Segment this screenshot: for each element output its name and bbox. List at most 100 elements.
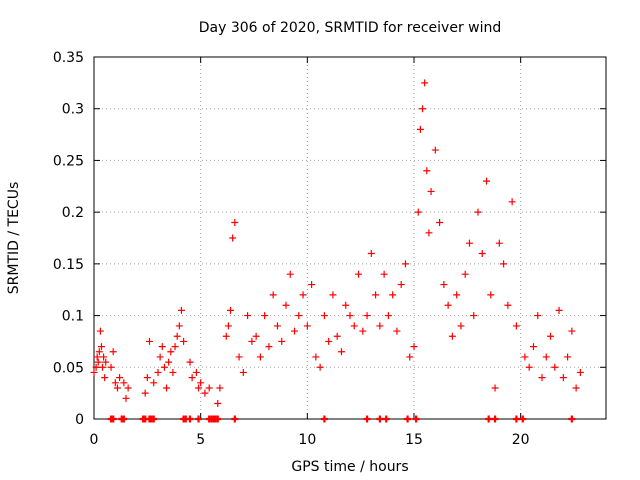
data-point <box>192 368 200 376</box>
data-point <box>320 312 328 320</box>
zero-level-point <box>363 415 371 423</box>
data-point <box>504 301 512 309</box>
data-point <box>559 374 567 382</box>
data-point <box>329 291 337 299</box>
data-point <box>333 332 341 340</box>
data-point <box>214 399 222 407</box>
data-point <box>346 312 354 320</box>
data-point <box>500 260 508 268</box>
zero-level-point <box>120 415 128 423</box>
data-point <box>384 312 392 320</box>
points-layer <box>90 79 584 423</box>
data-point <box>224 322 232 330</box>
data-point <box>491 384 499 392</box>
data-point <box>195 384 203 392</box>
data-point <box>568 327 576 335</box>
data-point <box>273 322 281 330</box>
data-point <box>101 374 109 382</box>
zero-level-point <box>485 415 493 423</box>
data-point <box>171 343 179 351</box>
zero-level-point <box>186 415 194 423</box>
data-point <box>235 353 243 361</box>
data-point <box>94 358 102 366</box>
data-point <box>478 250 486 258</box>
data-point <box>102 358 110 366</box>
data-point <box>111 379 119 387</box>
data-point <box>186 358 194 366</box>
data-point <box>423 167 431 175</box>
zero-level-point <box>382 415 390 423</box>
zero-level-point <box>412 415 420 423</box>
data-point <box>308 281 316 289</box>
data-point <box>244 312 252 320</box>
data-point <box>572 384 580 392</box>
zero-level-point <box>568 415 576 423</box>
data-point <box>538 374 546 382</box>
plot-frame <box>93 56 607 420</box>
data-point <box>188 374 196 382</box>
data-point <box>252 332 260 340</box>
data-point <box>120 379 128 387</box>
y-tick-label: 0 <box>75 412 84 428</box>
y-tick-label: 0.05 <box>53 360 84 376</box>
x-tick-label: 5 <box>196 432 205 448</box>
data-point <box>342 301 350 309</box>
data-point <box>555 306 563 314</box>
zero-level-point <box>376 415 384 423</box>
data-point <box>97 343 105 351</box>
data-point <box>93 353 101 361</box>
data-point <box>165 358 173 366</box>
data-point <box>453 291 461 299</box>
y-tick-label: 0.15 <box>53 257 84 273</box>
data-point <box>337 348 345 356</box>
y-tick-label: 0.1 <box>62 309 84 325</box>
data-point <box>197 379 205 387</box>
data-point <box>205 384 213 392</box>
zero-level-point <box>404 415 412 423</box>
data-point <box>295 312 303 320</box>
data-point <box>180 337 188 345</box>
data-point <box>291 327 299 335</box>
data-point <box>419 105 427 113</box>
zero-level-point <box>512 415 520 423</box>
data-point <box>96 327 104 335</box>
data-point <box>239 368 247 376</box>
y-tick-label: 0.35 <box>53 50 84 66</box>
data-point <box>393 327 401 335</box>
data-point <box>495 239 503 247</box>
data-point <box>376 322 384 330</box>
data-point <box>303 322 311 330</box>
zero-level-point <box>214 415 222 423</box>
data-point <box>113 384 121 392</box>
data-point <box>286 270 294 278</box>
data-point <box>269 291 277 299</box>
y-tick-label: 0.2 <box>62 205 84 221</box>
x-tick-label: 10 <box>298 432 316 448</box>
data-point <box>448 332 456 340</box>
data-point <box>265 343 273 351</box>
x-tick-label: 0 <box>90 432 99 448</box>
data-point <box>487 291 495 299</box>
data-point <box>100 353 108 361</box>
data-point <box>90 368 98 376</box>
data-point <box>521 353 529 361</box>
data-point <box>508 198 516 206</box>
data-point <box>143 374 151 382</box>
data-point <box>401 260 409 268</box>
data-point <box>154 368 162 376</box>
data-point <box>436 218 444 226</box>
data-point <box>416 125 424 133</box>
data-point <box>173 332 181 340</box>
data-point <box>542 353 550 361</box>
data-point <box>158 343 166 351</box>
data-point <box>529 343 537 351</box>
data-point <box>282 301 290 309</box>
data-point <box>355 270 363 278</box>
data-point <box>380 270 388 278</box>
data-point <box>483 177 491 185</box>
data-point <box>229 234 237 242</box>
data-point <box>325 337 333 345</box>
data-point <box>109 348 117 356</box>
